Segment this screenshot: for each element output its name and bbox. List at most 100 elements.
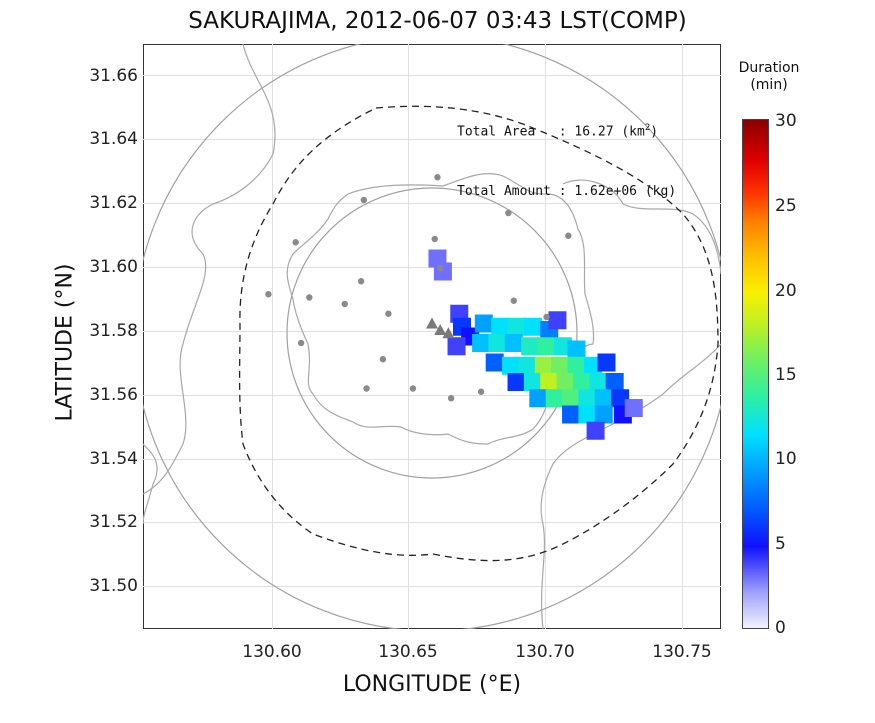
ash-duration-cell	[474, 314, 493, 333]
y-tick-label: 31.60	[89, 257, 138, 277]
ash-duration-cell	[567, 356, 586, 375]
x-tick-label: 130.65	[378, 642, 438, 662]
dashed-boundary	[238, 105, 719, 562]
ash-duration-cell	[518, 356, 537, 375]
ash-duration-cell	[485, 353, 504, 372]
vent-markers	[426, 317, 455, 339]
ash-duration-cell	[611, 389, 630, 408]
ash-duration-cell	[523, 317, 542, 336]
y-tick-label: 31.54	[89, 449, 138, 469]
ash-duration-cell	[605, 373, 624, 391]
x-tick-label: 130.75	[652, 642, 712, 662]
ash-duration-cell	[433, 262, 452, 281]
ash-duration-cell	[488, 334, 507, 352]
ash-duration-cell	[589, 373, 608, 391]
station-dot	[510, 297, 517, 304]
station-dot	[306, 294, 313, 301]
total-area-text: Total Area : 16.27 (km2)	[457, 118, 676, 142]
station-dot	[505, 209, 512, 217]
ash-duration-cell	[537, 337, 556, 356]
x-axis-label: LONGITUDE (°E)	[342, 672, 522, 697]
y-tick-label: 31.62	[89, 193, 138, 213]
ash-duration-cell	[556, 373, 575, 391]
ash-duration-cell	[534, 356, 553, 375]
station-dot	[357, 278, 365, 285]
colorbar-title-line2: (min)	[750, 77, 788, 93]
ash-duration-cell	[507, 317, 526, 336]
map-canvas	[143, 44, 721, 629]
ash-duration-cell	[572, 373, 591, 391]
y-tick-label: 31.66	[89, 66, 138, 86]
ash-duration-cell	[594, 389, 613, 408]
station-dot	[543, 313, 550, 321]
ash-duration-cell	[540, 373, 559, 391]
vent-triangle	[426, 317, 438, 329]
station-dot	[363, 385, 370, 392]
ash-duration-cell	[523, 373, 542, 391]
x-tick-label: 130.60	[242, 642, 302, 662]
station-dot	[431, 235, 438, 243]
station-dot	[434, 174, 441, 181]
x-tick-label: 130.70	[515, 642, 575, 662]
station-dot	[565, 232, 572, 239]
colorbar-tick: 15	[775, 365, 797, 385]
vent-triangle	[434, 324, 447, 335]
area-unit-superscript: 2	[644, 123, 651, 133]
ash-duration-cell	[529, 389, 548, 408]
total-amount-text: Total Amount : 1.62e+06 (kg)	[457, 184, 677, 200]
colorbar-title: Duration (min)	[728, 60, 810, 94]
colorbar-tick: 20	[775, 281, 797, 301]
ash-duration-cell	[502, 356, 521, 375]
sakurajima-coast	[286, 173, 595, 445]
y-tick-label: 31.50	[89, 576, 138, 596]
observation-stations	[265, 174, 572, 402]
colorbar-tick: 5	[775, 534, 786, 554]
colorbar-tick: 25	[775, 196, 797, 216]
osumi-coast	[540, 343, 721, 629]
y-tick-label: 31.56	[89, 385, 138, 405]
north-coast	[143, 44, 276, 495]
ash-duration-cell	[472, 334, 491, 352]
colorbar-tick: 0	[775, 618, 786, 638]
ash-duration-cell	[567, 340, 586, 359]
ash-duration-cell	[583, 356, 602, 375]
station-dot	[409, 385, 417, 392]
duration-colorbar	[742, 119, 769, 629]
y-tick-label: 31.58	[89, 321, 138, 341]
map-plot-area[interactable]	[143, 44, 721, 629]
map-title: SAKURAJIMA, 2012-06-07 03:43 LST(COMP)	[188, 8, 687, 34]
ash-duration-cell	[562, 389, 581, 408]
colorbar-tick: 30	[775, 111, 797, 131]
west-coast-detail	[143, 443, 158, 525]
coastline	[143, 44, 721, 629]
ash-duration-cell	[545, 389, 564, 408]
vent-triangle	[442, 327, 455, 339]
station-dot	[265, 291, 272, 298]
ash-duration-cell	[551, 356, 570, 375]
ash-duration-cell	[548, 311, 567, 330]
station-dot	[447, 395, 455, 402]
inner-range-circle	[286, 187, 578, 479]
station-dot	[436, 265, 444, 272]
ash-duration-cell	[507, 373, 526, 391]
station-dot	[297, 339, 305, 347]
station-dot	[341, 300, 348, 308]
east-coast	[562, 179, 721, 275]
ash-duration-cell	[504, 334, 523, 352]
ash-duration-cell	[594, 405, 613, 424]
station-dot	[385, 310, 392, 317]
colorbar-title-line1: Duration	[738, 60, 800, 76]
station-dot	[292, 239, 299, 246]
ash-duration-layer	[428, 249, 643, 440]
ash-duration-cell	[447, 337, 466, 356]
y-tick-label: 31.64	[89, 129, 138, 149]
station-dot	[360, 196, 368, 204]
station-dot	[379, 356, 387, 363]
ash-duration-cell	[562, 405, 581, 424]
plot-frame	[143, 44, 721, 629]
ash-duration-cell	[553, 337, 572, 356]
ash-duration-cell	[597, 353, 616, 372]
ash-duration-cell	[521, 337, 540, 356]
total-area-label: Total Area : 16.27 (km	[457, 124, 645, 140]
stats-box: Total Area : 16.27 (km2) Total Amount : …	[457, 78, 676, 222]
